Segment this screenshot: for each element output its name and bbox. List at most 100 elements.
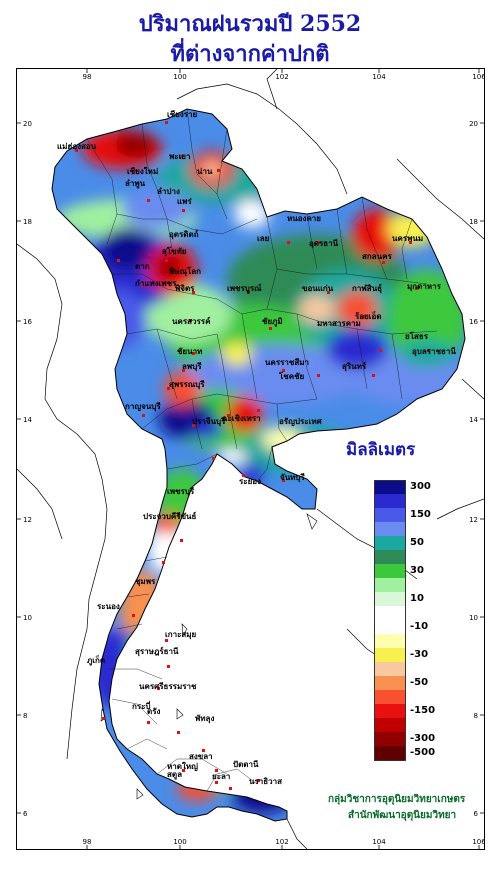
place-label: สตูล (167, 770, 182, 780)
place-label: ชุมพร (135, 577, 156, 587)
place-label: แพร่ (177, 197, 192, 206)
place-label: อุดรธานี (309, 238, 339, 249)
place-label: ชัยนาท (177, 347, 202, 356)
lon-label: 100 (173, 73, 186, 81)
legend-label: 50 (410, 537, 424, 548)
legend-unit: มิลลิเมตร (346, 440, 416, 460)
legend-label: -30 (410, 649, 429, 660)
legend-swatch (374, 732, 406, 746)
place-label: จันทบุรี (280, 472, 306, 483)
lon-label: 100 (173, 838, 186, 846)
legend-label: 300 (410, 481, 431, 492)
map-frame: 9898100100102102104104106106202018181616… (16, 68, 485, 850)
place-label: ร้อยเอ็ด (355, 310, 382, 321)
neighbor-borders (17, 69, 484, 849)
place-label: ระยอง (239, 477, 261, 486)
place-label: ปัตตานี (233, 759, 259, 769)
place-label: พะเยา (169, 152, 190, 161)
place-label: ฉะเชิงเทรา (222, 414, 261, 423)
legend-swatch (374, 690, 406, 704)
map-title-line1: ปริมาณฝนรวมปี 2552 (138, 11, 362, 37)
place-label: ลำพูน (125, 179, 146, 189)
place-label: หาดใหญ่ (167, 761, 198, 772)
place-label: พิจิตร (175, 284, 195, 293)
place-label: สุพรรณบุรี (169, 379, 205, 390)
legend-swatch (374, 718, 406, 732)
legend-label: -500 (410, 747, 436, 758)
place-label: เชียงใหม่ (127, 166, 158, 176)
legend-label: 150 (410, 509, 431, 520)
place-label: ลพบุรี (182, 361, 202, 372)
map-title-line2: ที่ต่างจากค่าปกติ (170, 41, 330, 67)
lat-label: 10 (469, 614, 478, 622)
lat-label: 18 (23, 218, 32, 226)
lon-label: 104 (372, 73, 386, 81)
place-label: เพชรบุรี (167, 486, 195, 497)
place-label: น่าน (197, 167, 213, 176)
place-label: นครพนม (392, 234, 423, 243)
legend-swatch (374, 564, 406, 578)
place-label: กาฬสินธุ์ (352, 283, 382, 294)
lat-label: 18 (469, 218, 478, 226)
place-label: ยะลา (212, 772, 230, 781)
place-label: ภูเก็ต (87, 654, 105, 666)
place-label: เพชรบูรณ์ (227, 283, 262, 294)
legend-swatch (374, 648, 406, 662)
place-label: เลย (257, 234, 270, 243)
lat-label: 20 (469, 120, 478, 128)
lon-label: 98 (83, 838, 92, 846)
place-label: พิษณุโลก (169, 266, 201, 277)
place-label: สงขลา (189, 752, 213, 761)
place-label: สกลนคร (362, 252, 392, 261)
lat-label: 14 (469, 416, 478, 424)
lon-label: 104 (372, 838, 386, 846)
place-label: ระนอง (97, 602, 120, 611)
place-label: ตาก (135, 262, 150, 271)
station-dots (75, 121, 430, 790)
legend-swatch (374, 634, 406, 648)
legend-swatch (374, 746, 406, 761)
legend-label: -50 (410, 677, 429, 688)
place-label: อุบลราชธานี (412, 346, 456, 357)
place-label: ยโสธร (405, 331, 429, 341)
legend-swatch (374, 606, 406, 620)
graticule-labels: 9898100100102102104104106106202018181616… (23, 73, 484, 846)
legend-label: -300 (410, 733, 436, 744)
legend-swatch (374, 592, 406, 606)
legend-swatch (374, 662, 406, 676)
place-label: อรัญประเทศ (279, 417, 323, 427)
place-label: สุราษฎร์ธานี (135, 646, 179, 657)
legend-label: 30 (410, 565, 424, 576)
graticule-ticks (17, 69, 484, 849)
place-label: เกาะสมุย (165, 630, 197, 640)
lat-label: 12 (469, 516, 478, 524)
lat-label: 20 (23, 120, 32, 128)
place-label: นครสวรรค์ (172, 316, 210, 326)
lat-label: 6 (23, 810, 28, 818)
place-label: พัทลุง (195, 714, 214, 724)
place-label: นราธิวาส (249, 777, 282, 786)
place-label: ลำปาง (157, 187, 180, 196)
legend-swatch (374, 480, 406, 495)
legend-label: -10 (410, 621, 429, 632)
place-label: ปราจีนบุรี (192, 416, 226, 427)
legend-swatch (374, 578, 406, 592)
legend-label: -150 (410, 705, 436, 716)
place-label: อุตรดิตถ์ (169, 229, 199, 240)
lat-label: 14 (23, 416, 32, 424)
lat-label: 12 (23, 516, 32, 524)
legend-swatch (374, 550, 406, 564)
place-label: กระบี่ (132, 700, 151, 711)
place-label: มุกดาหาร (407, 282, 442, 292)
place-label: ประจวบคีรีขันธ์ (143, 511, 197, 521)
place-label: โชคชัย (278, 371, 305, 381)
place-label: นครศรีธรรมราช (139, 681, 197, 691)
lat-label: 16 (23, 318, 32, 326)
lat-label: 16 (469, 318, 478, 326)
lat-label: 10 (23, 614, 32, 622)
legend-swatch (374, 620, 406, 634)
legend-swatch (374, 676, 406, 690)
place-label: มหาสารคาม (317, 319, 361, 328)
place-label: หนองคาย (287, 214, 321, 223)
